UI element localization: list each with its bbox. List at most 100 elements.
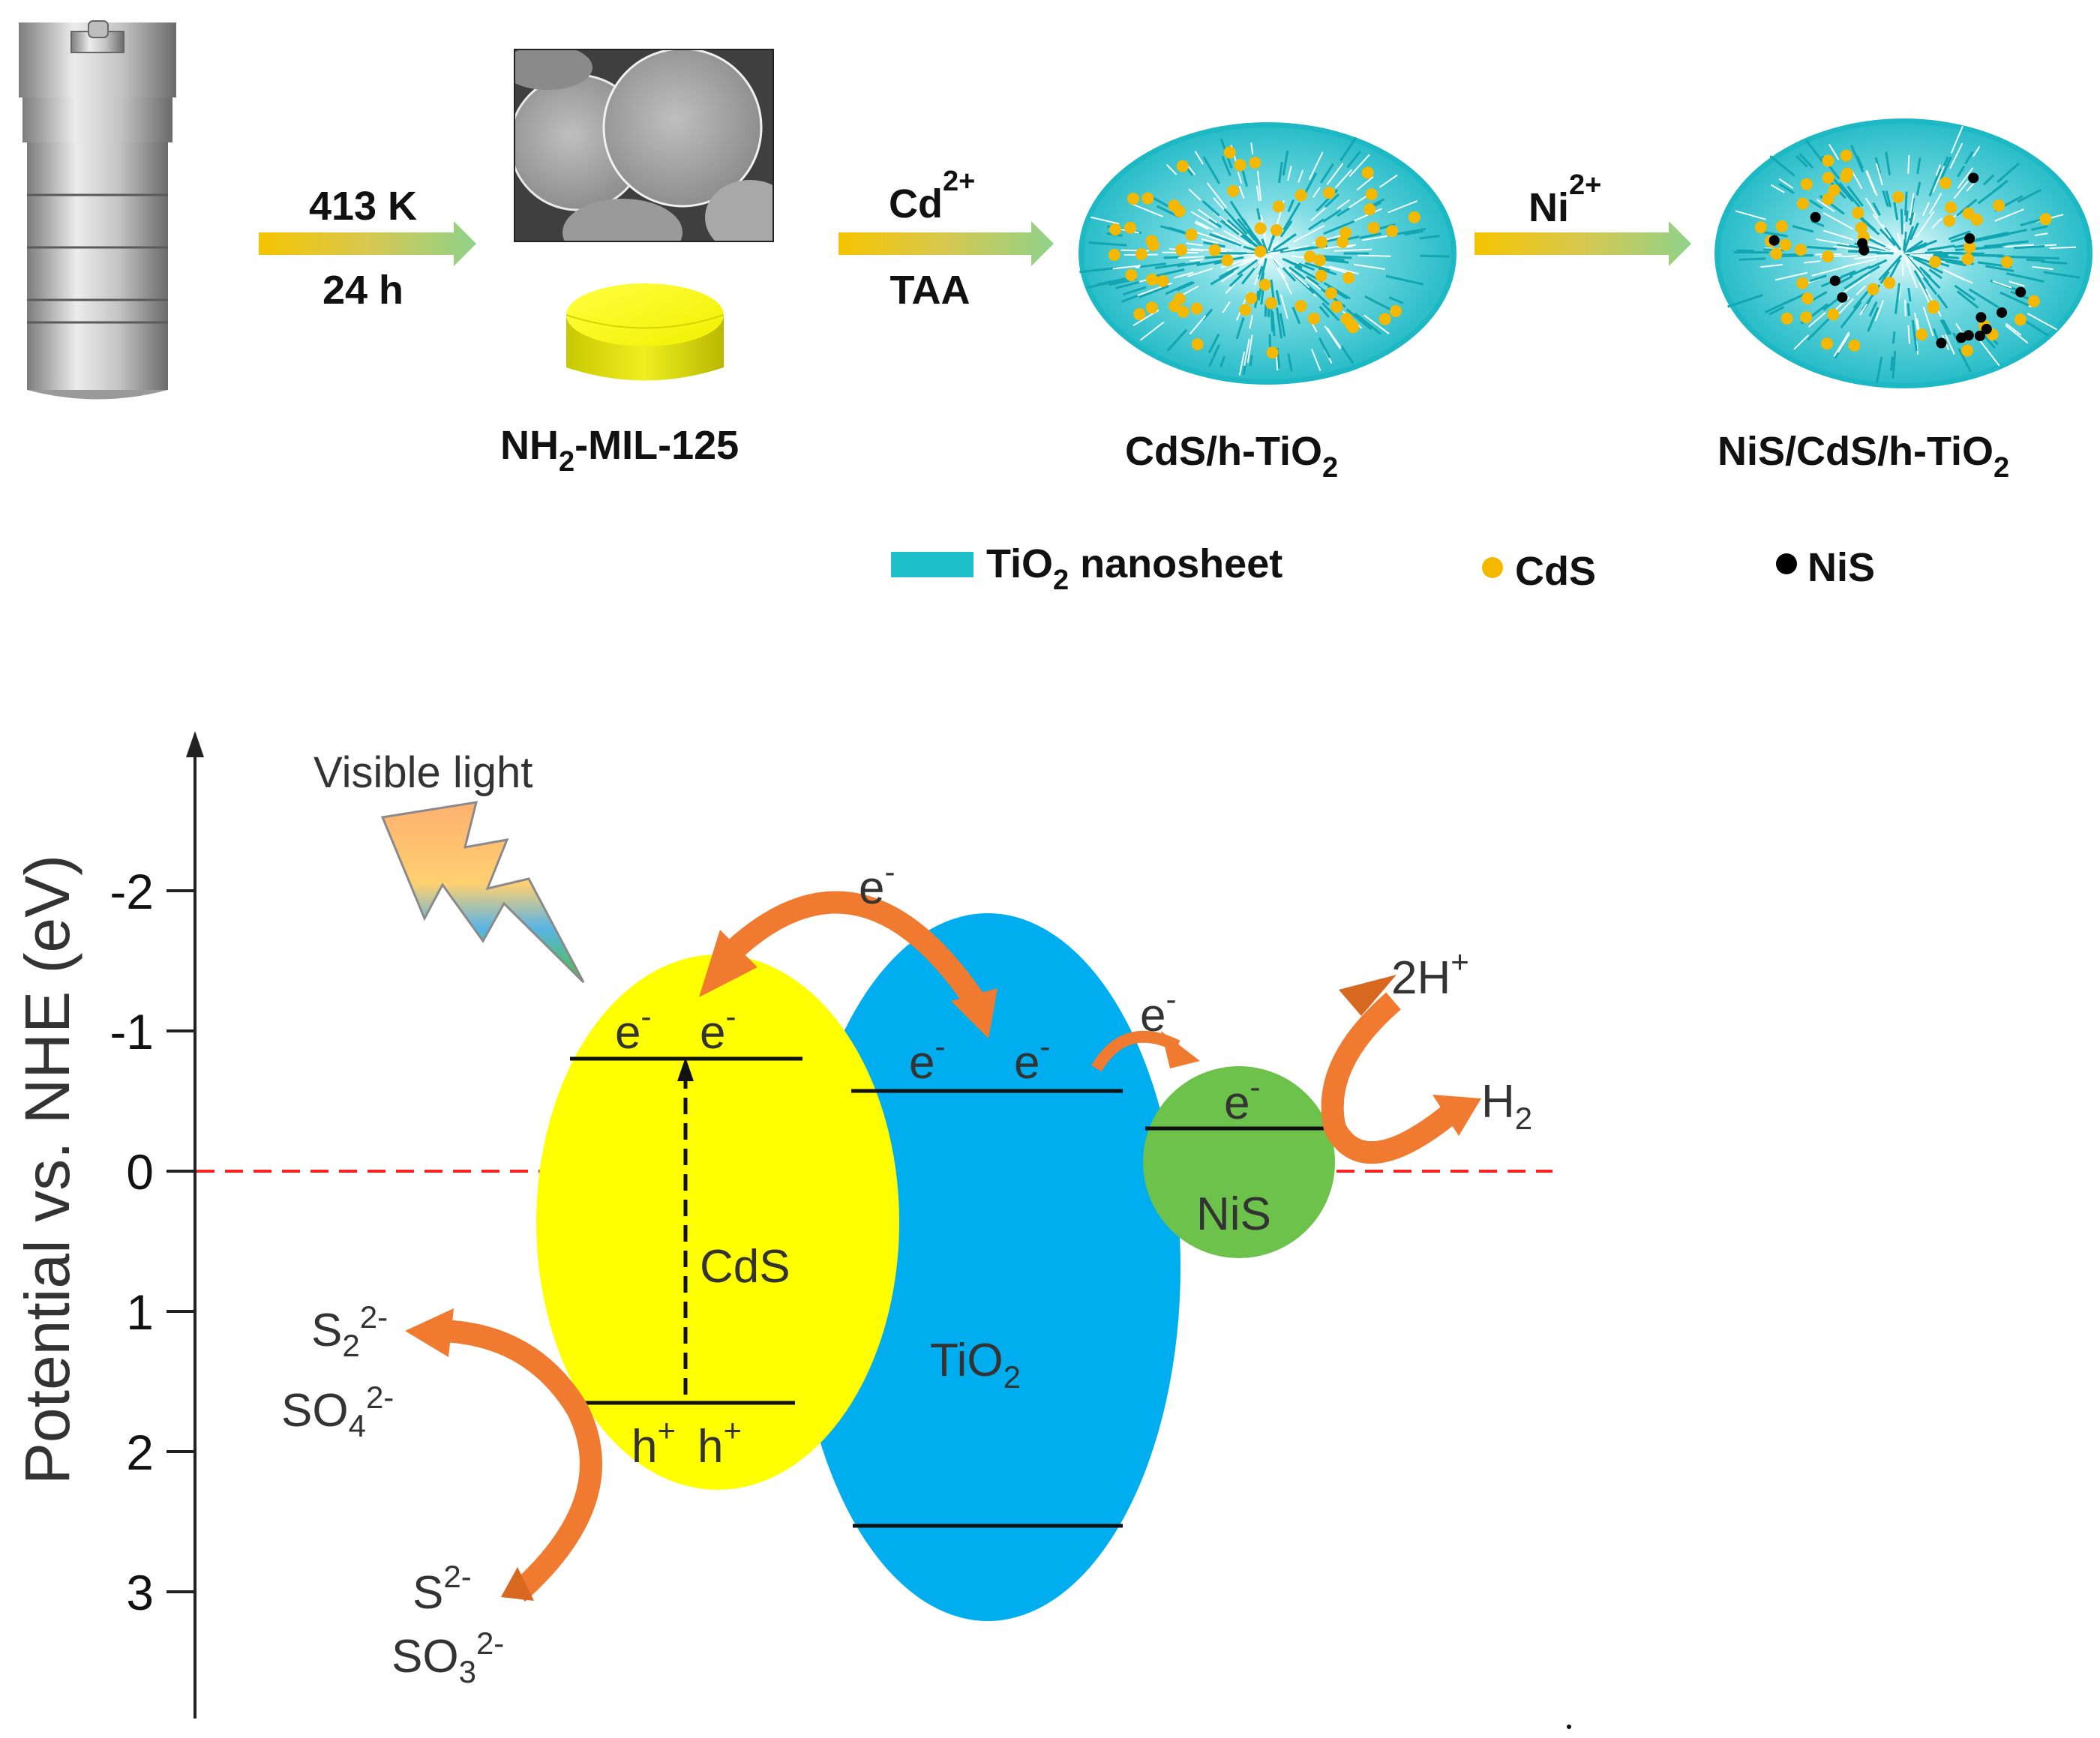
nanosheet-spike [1324, 325, 1342, 349]
nanosheet-spike [1852, 289, 1870, 309]
visible-light-label: Visible light [314, 748, 532, 797]
nanosheet-spike [1221, 155, 1232, 176]
nanosheet-spike [1907, 325, 1910, 344]
nis-dot [1974, 330, 1985, 341]
nanosheet-spike [1364, 314, 1390, 334]
nanosheet-spike [1208, 344, 1220, 367]
nanosheet-spike [1957, 165, 1966, 178]
cds-dot [2014, 313, 2026, 326]
nanosheet-spike [1793, 334, 1810, 350]
nanosheet-spike [1885, 190, 1892, 208]
nis-dot [1996, 307, 2008, 318]
y-tick-label: 2 [126, 1425, 154, 1480]
nanosheet-spike [1927, 244, 1955, 251]
y-tick-label: -2 [110, 864, 154, 919]
nis-dots [1768, 172, 2026, 349]
nanosheet-spike [2017, 188, 2042, 203]
nanosheet-spike [1883, 226, 1902, 251]
cds-dot [1270, 224, 1283, 237]
nanosheet-spike [1890, 356, 1894, 371]
nis-label: NiS [1196, 1188, 1271, 1240]
nanosheet-spike [2049, 246, 2077, 250]
nanosheet-spike [1240, 234, 1252, 244]
nanosheet-spike [1868, 259, 1888, 270]
nanosheet-spike [1364, 295, 1394, 312]
nanosheet-spike [1279, 313, 1286, 337]
nanosheet-spike [1178, 256, 1204, 259]
nis-dot [1837, 292, 1848, 303]
cds-dot [1245, 292, 1258, 304]
nanosheet-spike [2031, 225, 2048, 231]
cds-dot [1156, 274, 1169, 287]
cds-dot [1234, 159, 1246, 172]
nanosheet-spike [1139, 321, 1165, 341]
nanosheet-spike [1130, 202, 1164, 217]
cds-dot [1800, 178, 1813, 190]
nanosheet-spike [2022, 318, 2049, 337]
nanosheet-spike [1220, 220, 1240, 235]
nanosheet-spike [1229, 200, 1247, 226]
nanosheet-spike [1241, 170, 1249, 187]
nanosheet-spike [1244, 338, 1250, 367]
nanosheet-spike [1874, 299, 1885, 322]
nanosheet-spike [2008, 229, 2028, 235]
cds-dot [1794, 244, 1807, 256]
cds-dot [1239, 304, 1252, 316]
y-tick-label: 3 [126, 1565, 154, 1620]
nanosheet-spike [1202, 308, 1214, 321]
cds-dots [1754, 149, 2052, 357]
cds-dot [1365, 188, 1378, 201]
nanosheet-spike [1816, 238, 1850, 246]
oxidation-reactant-so3: SO32- [392, 1626, 504, 1689]
nanosheet-spike [1769, 154, 1796, 177]
transfer-electron-2: e- [1140, 981, 1176, 1041]
cds-dot [1340, 226, 1352, 239]
nanosheet-spike [2006, 322, 2022, 336]
cds-dot [1330, 301, 1343, 313]
nanosheet-spike [1915, 211, 1935, 238]
nanosheet-spike [1906, 240, 1924, 253]
nis-dot [1768, 235, 1780, 246]
cds-dot [1361, 166, 1374, 179]
nanosheet-spike [1922, 202, 1930, 217]
nanosheet-spike [1928, 193, 1942, 214]
cds-dot [1855, 221, 1868, 234]
cds-dot [1254, 222, 1267, 235]
nanosheet-spike [1220, 355, 1226, 367]
nanosheet-spike [1139, 262, 1167, 268]
nanosheet-spike [1190, 211, 1218, 229]
nanosheet-spike [1243, 256, 1258, 263]
nanosheet-spike [2008, 280, 2025, 287]
nanosheet-spike [2032, 265, 2054, 271]
cds-dot [1390, 304, 1402, 317]
nanosheet-spike [1122, 286, 1147, 296]
nanosheet-spike [1202, 156, 1221, 184]
nanosheet-spike [1324, 193, 1340, 208]
cds-dot [1258, 278, 1271, 291]
nanosheet-spike [1978, 340, 2000, 367]
cds-dot [1168, 300, 1181, 313]
nanosheet-spike [1833, 331, 1850, 358]
nanosheet-spike [1270, 241, 1280, 252]
cds-dot [1852, 207, 1864, 220]
nanosheet-spike [2043, 271, 2080, 279]
nanosheet-spike [1304, 172, 1318, 194]
nanosheet-spike [1868, 301, 1878, 317]
cds-dot [1264, 297, 1277, 310]
nanosheet-spike [1892, 331, 1896, 344]
nanosheet-spike [1859, 303, 1868, 316]
cds-dot [1304, 250, 1316, 263]
nanosheet-spike [1226, 259, 1252, 271]
nanosheet-spike [1882, 190, 1889, 207]
nanosheet-spike [1312, 187, 1321, 198]
nanosheet-spike [1201, 238, 1219, 244]
cds-dot [1960, 344, 1973, 357]
stray-dot [1567, 1725, 1571, 1729]
nanosheet-spike [1985, 265, 2014, 272]
nanosheet-spike [2005, 325, 2029, 344]
nanosheet-spike [1318, 267, 1337, 276]
nanosheet-spike [1856, 285, 1867, 296]
nanosheet-spike [1209, 232, 1242, 247]
nis-cds-tio2-particle [1714, 118, 2092, 388]
nanosheet-spike [1138, 284, 1169, 298]
